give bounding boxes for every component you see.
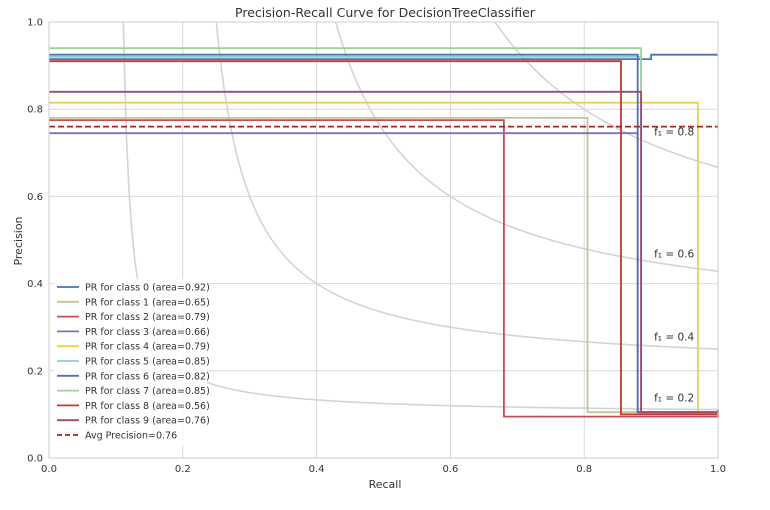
legend-label: PR for class 3 (area=0.66) xyxy=(85,327,210,338)
legend-label: PR for class 7 (area=0.85) xyxy=(85,386,210,397)
pr-series-line xyxy=(49,60,718,416)
axis-ticks: 0.0 0.2 0.4 0.6 0.8 1.0 0.0 0.2 0.4 0.6 0.8 1.0 xyxy=(27,18,726,476)
iso-f1-label: f₁ = 0.8 xyxy=(654,126,694,138)
iso-f1-curve xyxy=(215,21,719,350)
x-tick-label: 0.2 xyxy=(175,464,191,475)
iso-f1-label: f₁ = 0.4 xyxy=(654,331,694,343)
legend-background xyxy=(53,279,207,446)
legend-label: PR for class 2 (area=0.79) xyxy=(85,312,210,323)
y-tick-label: 0.2 xyxy=(27,366,43,377)
pr-series-line xyxy=(49,53,718,60)
iso-f1-curve xyxy=(334,21,719,272)
legend-label: PR for class 8 (area=0.56) xyxy=(85,401,210,412)
y-tick-label: 0.0 xyxy=(27,454,43,465)
legend-label: PR for class 0 (area=0.92) xyxy=(85,283,210,294)
y-tick-label: 0.8 xyxy=(27,105,43,116)
legend-label: PR for class 6 (area=0.82) xyxy=(85,371,210,382)
plot-frame xyxy=(48,21,719,459)
x-axis-label: Recall xyxy=(369,478,402,491)
legend: PR for class 0 (area=0.92) PR for class 1… xyxy=(53,279,210,446)
y-axis-label: Precision xyxy=(12,216,25,265)
y-tick-label: 0.6 xyxy=(27,192,43,203)
iso-f1-label: f₁ = 0.2 xyxy=(654,392,694,404)
legend-label: Avg Precision=0.76 xyxy=(85,431,177,442)
iso-f1-label: f₁ = 0.6 xyxy=(654,248,694,260)
y-tick-label: 1.0 xyxy=(27,18,43,29)
x-tick-label: 0.0 xyxy=(41,464,57,475)
legend-label: PR for class 9 (area=0.76) xyxy=(85,416,210,427)
x-tick-label: 0.4 xyxy=(309,464,325,475)
x-tick-label: 1.0 xyxy=(710,464,726,475)
legend-label: PR for class 5 (area=0.85) xyxy=(85,357,210,368)
iso-f1-curves: f₁ = 0.2 f₁ = 0.4 f₁ = 0.6 f₁ = 0.8 xyxy=(122,21,719,411)
x-tick-label: 0.6 xyxy=(442,464,458,475)
iso-f1-curve xyxy=(122,21,719,411)
legend-label: PR for class 4 (area=0.79) xyxy=(85,342,210,353)
y-tick-label: 0.4 xyxy=(27,279,43,290)
legend-label: PR for class 1 (area=0.65) xyxy=(85,297,210,308)
iso-f1-curve xyxy=(494,21,719,169)
x-tick-label: 0.8 xyxy=(576,464,592,475)
chart-title: Precision-Recall Curve for DecisionTreeC… xyxy=(235,5,536,20)
